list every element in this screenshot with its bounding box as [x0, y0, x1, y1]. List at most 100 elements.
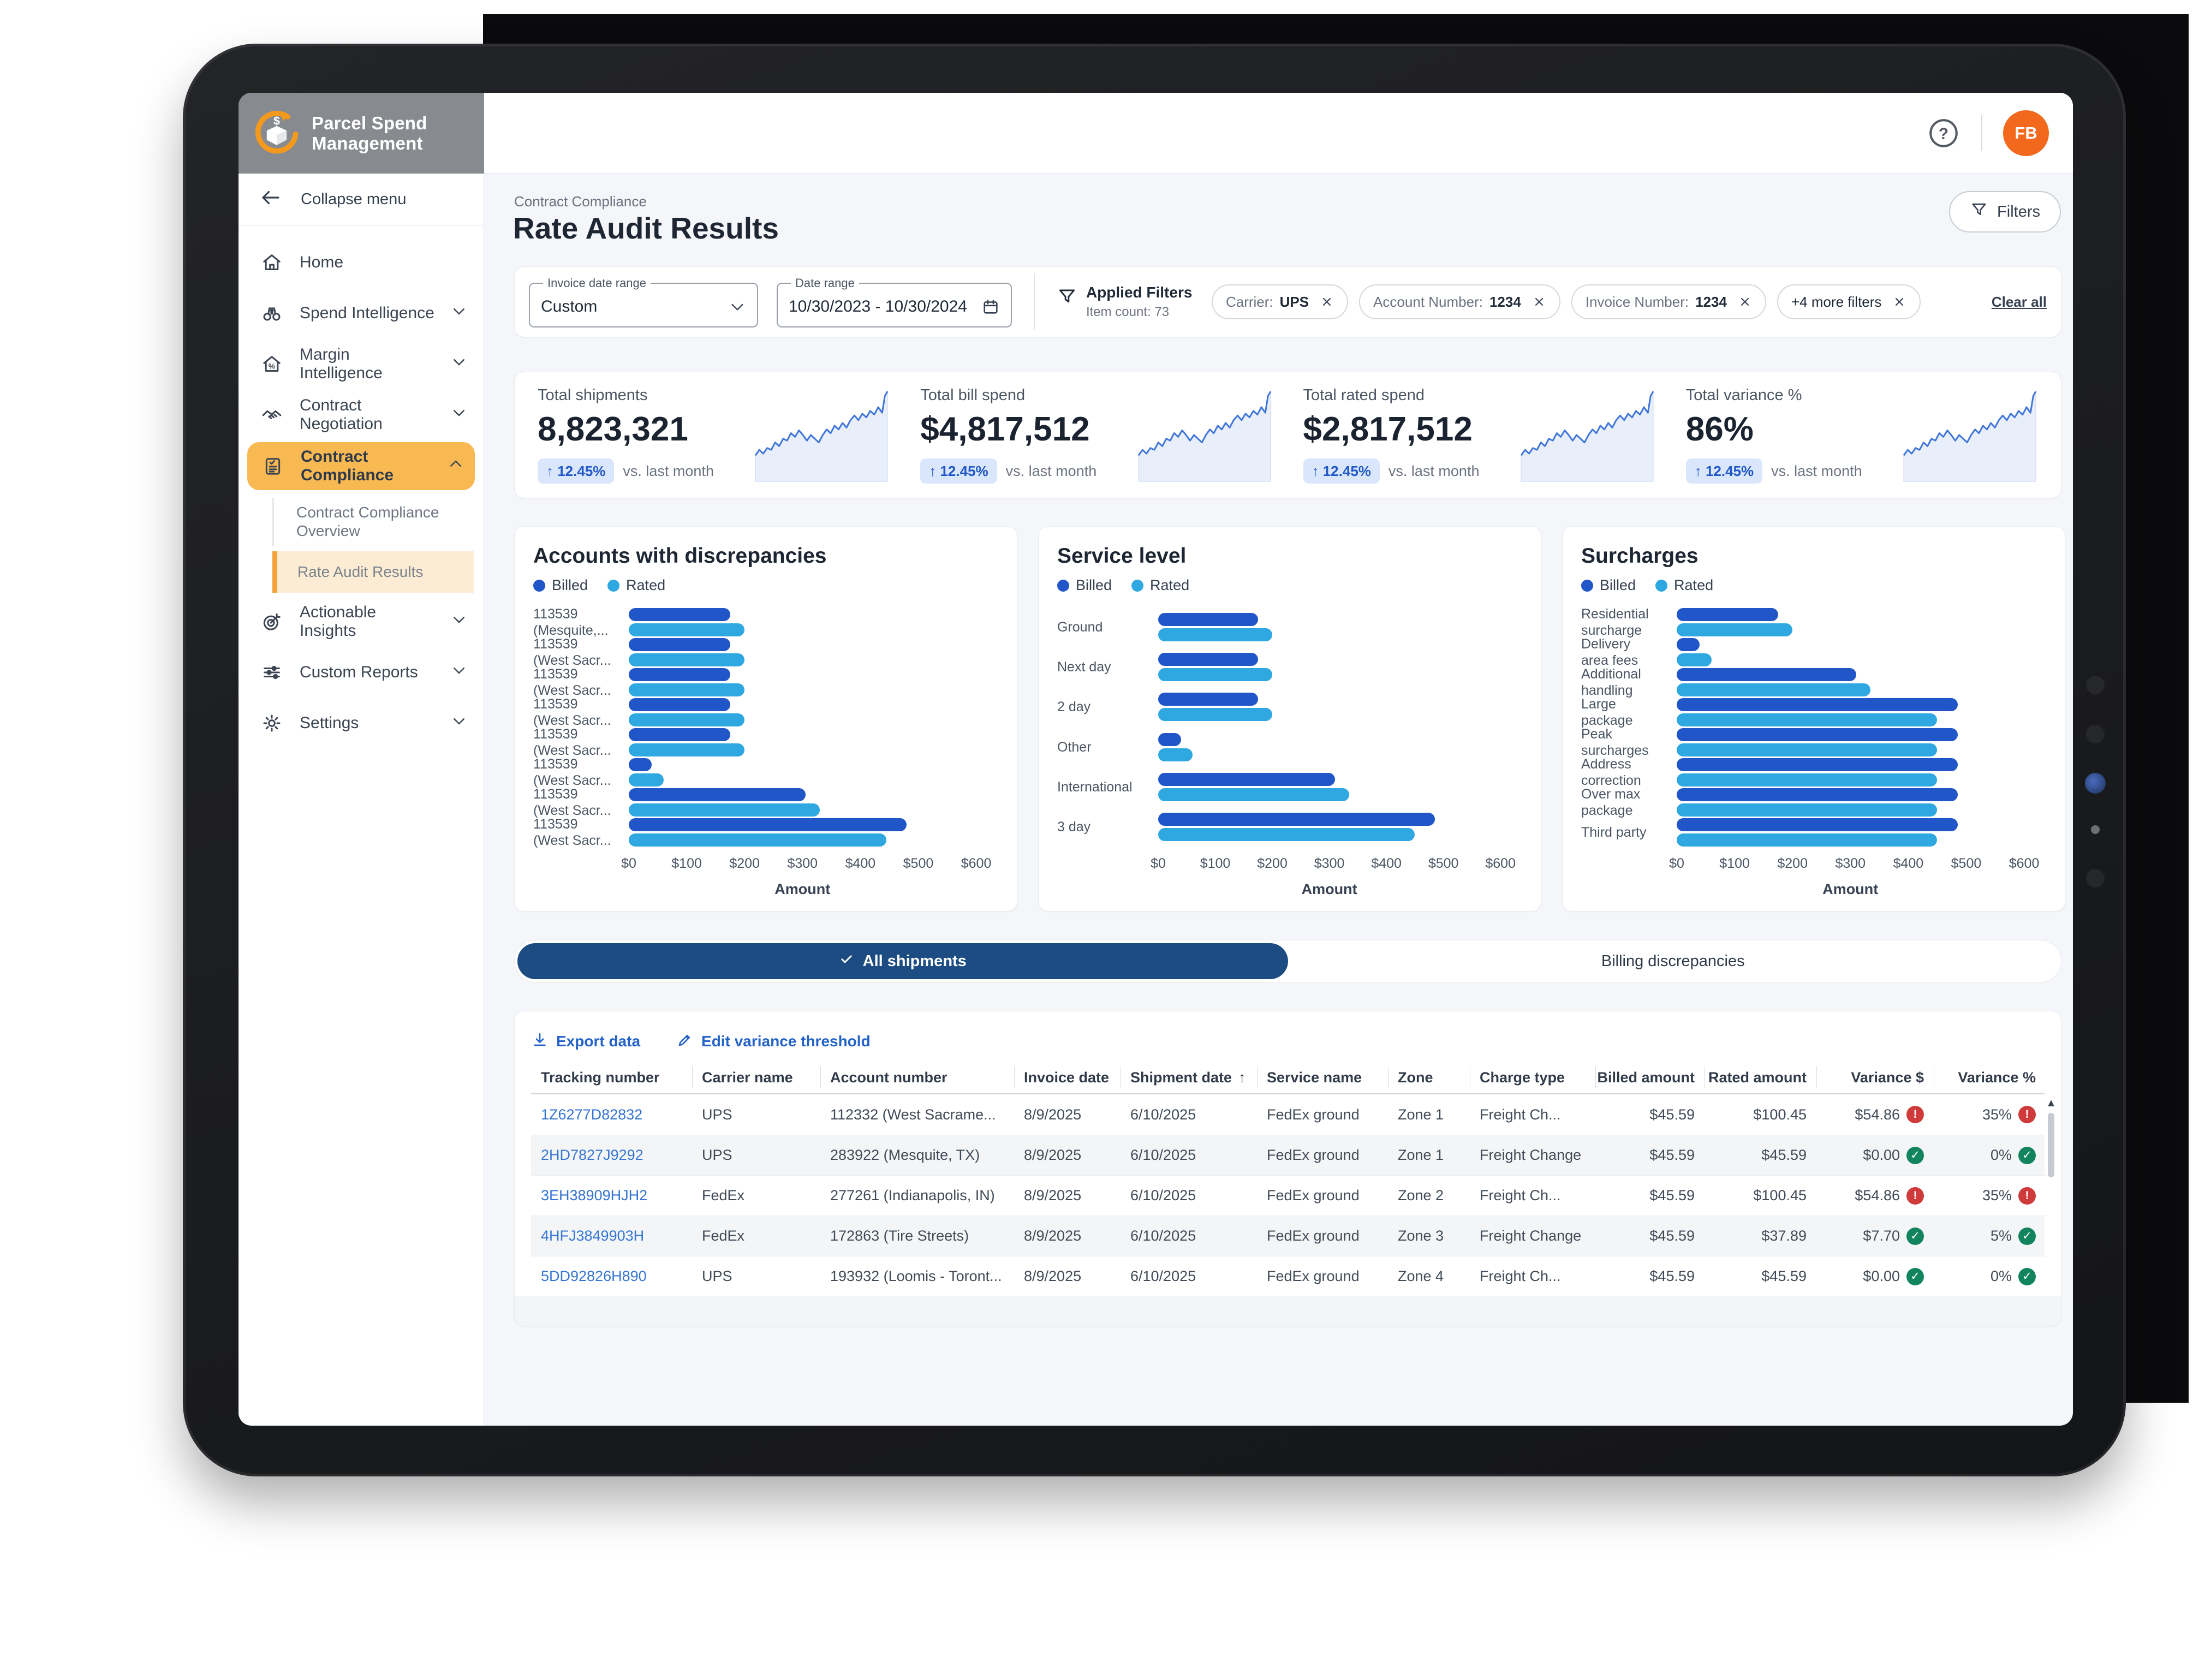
cell-zone: Zone 2 [1388, 1175, 1470, 1216]
chart-category-label: Residential surcharge [1581, 606, 1649, 638]
sidebar-item-home[interactable]: Home [239, 237, 484, 288]
tracking-number-link[interactable]: 4HFJ3849903H [541, 1228, 645, 1244]
bar-billed [629, 668, 730, 681]
column-header-invoice-date[interactable]: Invoice date [1014, 1062, 1121, 1093]
tracking-number-link[interactable]: 3EH38909HJH2 [541, 1187, 648, 1204]
filters-button[interactable]: Filters [1949, 191, 2061, 233]
close-icon[interactable] [1532, 295, 1546, 309]
kpi-texts: Total rated spend $2,817,512 ↑ 12.45% vs. l… [1303, 386, 1513, 484]
filter-chip[interactable]: Account Number: 1234 [1359, 284, 1560, 319]
table-row: 3EH38909HJH2 FedEx 277261 (Indianapolis, I… [531, 1175, 2046, 1216]
sidebar-item-settings[interactable]: Settings [239, 698, 484, 748]
chart-category-label: Delivery area fees [1581, 636, 1638, 668]
filter-chip[interactable]: +4 more filters [1777, 284, 1921, 319]
tracking-number-link[interactable]: 2HD7827J9292 [541, 1147, 643, 1163]
bar-rated [1677, 653, 1712, 666]
x-tick-label: $0 [1151, 856, 1166, 871]
cell-invoice-date: 8/9/2025 [1014, 1175, 1121, 1216]
chevron-down-icon [451, 303, 467, 324]
invoice-date-range-select[interactable]: Invoice date range Custom [529, 276, 758, 327]
kpi-delta-note: vs. last month [1771, 462, 1862, 479]
bar-rated [1677, 623, 1793, 636]
variance-value: 0% [1990, 1147, 2012, 1163]
x-tick-label: $100 [671, 856, 702, 871]
kpi-delta-row: ↑ 12.45% vs. last month [1685, 458, 1896, 484]
column-header-rated-amount[interactable]: Rated amount [1705, 1062, 1816, 1093]
sidebar-item-actionable-insights[interactable]: Actionable Insights [239, 596, 484, 647]
chart-category-label: Address correction [1581, 756, 1641, 788]
close-icon[interactable] [1892, 295, 1906, 309]
close-icon[interactable] [1738, 295, 1752, 309]
cell-shipment-date: 6/10/2025 [1130, 1106, 1196, 1123]
bar-rated [629, 683, 745, 696]
variance-value: $54.86 [1855, 1187, 1900, 1204]
bar-rated [629, 653, 745, 666]
cell-zone: Zone 4 [1388, 1256, 1470, 1296]
cell-carrier: FedEx [692, 1216, 820, 1256]
column-header-service-name[interactable]: Service name [1257, 1062, 1388, 1093]
variance-value: 35% [1982, 1106, 2012, 1123]
date-range-picker[interactable]: Date range 10/30/2023 - 10/30/2024 [777, 276, 1012, 327]
tablet-lens-icon [2085, 773, 2106, 794]
cell-carrier: UPS [692, 1135, 820, 1175]
sliders-icon [259, 662, 284, 683]
column-header-charge-type[interactable]: Charge type [1470, 1062, 1595, 1093]
kpi-sparkline [1902, 382, 2038, 488]
close-icon[interactable] [1320, 295, 1334, 309]
sidebar-subitem-rate-audit-results[interactable]: Rate Audit Results [272, 551, 474, 593]
bar-rated [1677, 713, 1938, 726]
sidebar-item-custom-reports[interactable]: Custom Reports [239, 647, 484, 698]
filter-chip[interactable]: Carrier: UPS [1211, 284, 1349, 319]
export-data-link[interactable]: Export data [531, 1031, 640, 1052]
chart-legend: Billed Rated [1057, 577, 1522, 594]
legend-dot-icon [533, 579, 545, 592]
clear-all-link[interactable]: Clear all [1991, 293, 2047, 310]
tab-all-shipments[interactable]: All shipments [517, 943, 1288, 979]
x-tick-label: $100 [1719, 856, 1750, 871]
column-header-billed-amount[interactable]: Billed amount [1595, 1062, 1705, 1093]
tracking-number-link[interactable]: 5DD92826H890 [541, 1268, 647, 1284]
collapse-menu-button[interactable]: Collapse menu [239, 174, 484, 226]
sidebar-item-label: Spend Intelligence [300, 303, 434, 322]
tracking-number-link[interactable]: 1Z6277D82832 [541, 1106, 643, 1123]
help-icon[interactable]: ? [1927, 116, 1960, 150]
kpi-total-variance-: Total variance % 86% ↑ 12.45% vs. last mont… [1671, 382, 2053, 488]
tab-billing-discrepancies[interactable]: Billing discrepancies [1288, 943, 2059, 979]
column-header-account-number[interactable]: Account number [820, 1062, 1014, 1093]
bar-billed [1677, 728, 1958, 741]
sidebar-item-margin-intelligence[interactable]: % Margin Intelligence [239, 338, 484, 389]
sidebar-item-contract-negotiation[interactable]: Contract Negotiation [239, 389, 484, 440]
scroll-up-icon[interactable]: ▲ [2046, 1097, 2057, 1109]
cell-invoice-date: 8/9/2025 [1024, 1106, 1082, 1123]
success-icon: ✓ [2018, 1267, 2036, 1285]
breadcrumb: Contract Compliance [514, 193, 647, 210]
x-axis-label: Amount [1822, 881, 1879, 897]
edit-variance-threshold-link[interactable]: Edit variance threshold [676, 1031, 871, 1052]
x-tick-label: $600 [1485, 856, 1516, 871]
cell-variance-usd: $54.86! [1816, 1175, 1934, 1216]
table-scrollbar[interactable]: ▲ [2046, 1098, 2057, 1317]
column-header-carrier-name[interactable]: Carrier name [692, 1062, 820, 1093]
user-avatar[interactable]: FB [2003, 110, 2049, 156]
x-tick-label: $400 [845, 856, 876, 871]
cell-shipment-date: 6/10/2025 [1121, 1135, 1257, 1175]
kpi-texts: Total bill spend $4,817,512 ↑ 12.45% vs. la… [920, 386, 1130, 484]
column-header-tracking-number[interactable]: Tracking number [531, 1062, 692, 1093]
column-header-shipment-date[interactable]: Shipment date ↑ [1121, 1062, 1257, 1093]
cell-invoice-date: 8/9/2025 [1014, 1135, 1121, 1175]
chart-title: Service level [1057, 544, 1187, 568]
filter-chip[interactable]: Invoice Number: 1234 [1571, 284, 1766, 319]
sidebar-subitem-contract-compliance-overview[interactable]: Contract Compliance Overview [239, 492, 484, 551]
tablet-camera-icon [2086, 725, 2105, 743]
bar-billed [1677, 788, 1958, 801]
cell-variance-usd: $0.00 ✓ [1816, 1256, 1934, 1296]
chip-label: +4 more filters [1791, 293, 1882, 310]
column-header-variance-[interactable]: Variance % [1934, 1062, 2046, 1093]
sidebar-item-spend-intelligence[interactable]: Spend Intelligence [239, 288, 484, 338]
cell-rated: $45.59 [1705, 1256, 1816, 1296]
chip-value: UPS [1279, 293, 1309, 310]
scrollbar-thumb[interactable] [2048, 1113, 2054, 1177]
sidebar-item-contract-compliance[interactable]: Contract Compliance [247, 442, 475, 490]
column-header-variance-[interactable]: Variance $ [1816, 1062, 1934, 1093]
column-header-zone[interactable]: Zone [1388, 1062, 1470, 1093]
